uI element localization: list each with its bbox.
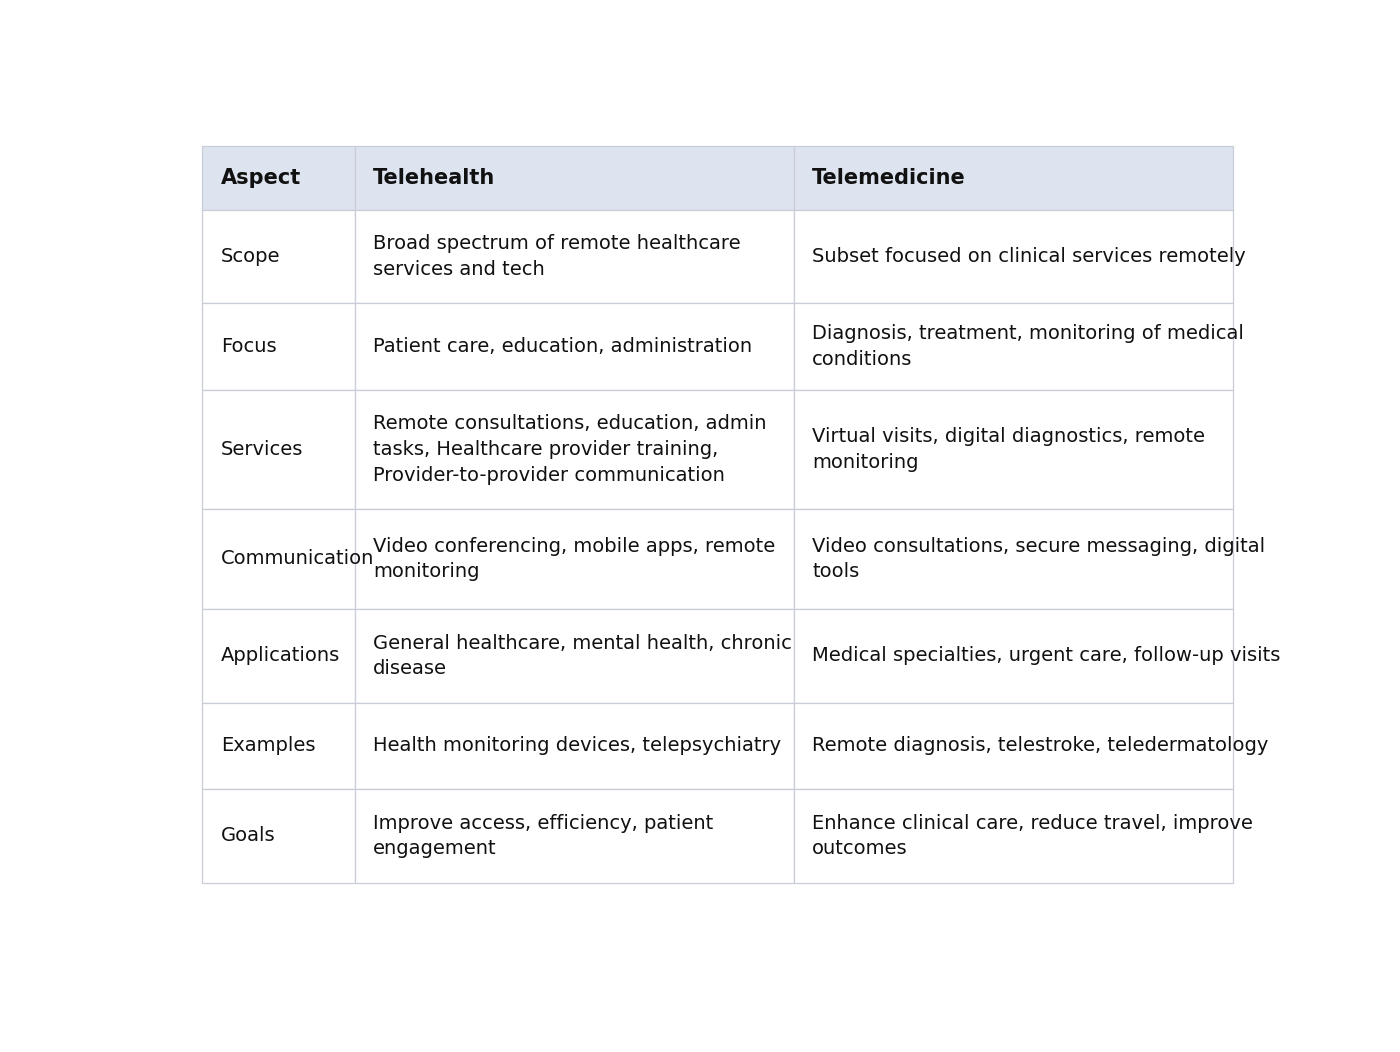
Text: Remote diagnosis, telestroke, teledermatology: Remote diagnosis, telestroke, teledermat… [812,736,1268,755]
Text: Video conferencing, mobile apps, remote
monitoring: Video conferencing, mobile apps, remote … [374,537,776,582]
Bar [202,703,354,789]
Text: Communication: Communication [221,549,374,568]
Bar [202,389,354,509]
Text: Improve access, efficiency, patient
engagement: Improve access, efficiency, patient enga… [374,813,714,858]
Bar [202,303,354,389]
Bar [794,146,1233,209]
Text: Medical specialties, urgent care, follow-up visits: Medical specialties, urgent care, follow… [812,646,1281,666]
Text: Goals: Goals [221,827,276,846]
Bar [354,146,794,209]
Text: Scope: Scope [221,247,280,266]
Bar [354,609,794,703]
Bar [202,146,354,209]
Bar [354,303,794,389]
Bar [354,509,794,609]
Text: Remote consultations, education, admin
tasks, Healthcare provider training,
Prov: Remote consultations, education, admin t… [374,414,767,485]
Text: Telehealth: Telehealth [374,168,496,188]
Text: Video consultations, secure messaging, digital
tools: Video consultations, secure messaging, d… [812,537,1266,582]
Bar [354,789,794,883]
Text: Telemedicine: Telemedicine [812,168,966,188]
Text: General healthcare, mental health, chronic
disease: General healthcare, mental health, chron… [374,633,792,679]
Text: Health monitoring devices, telepsychiatry: Health monitoring devices, telepsychiatr… [374,736,781,755]
Text: Broad spectrum of remote healthcare
services and tech: Broad spectrum of remote healthcare serv… [374,235,741,279]
Bar [794,703,1233,789]
Bar [354,703,794,789]
Bar [794,509,1233,609]
Text: Enhance clinical care, reduce travel, improve
outcomes: Enhance clinical care, reduce travel, im… [812,813,1253,858]
Bar [794,303,1233,389]
Bar [354,209,794,303]
Text: Patient care, education, administration: Patient care, education, administration [374,337,752,356]
Text: Diagnosis, treatment, monitoring of medical
conditions: Diagnosis, treatment, monitoring of medi… [812,324,1245,369]
Bar [202,789,354,883]
Bar [202,609,354,703]
Text: Services: Services [221,440,302,459]
Text: Focus: Focus [221,337,276,356]
Bar [794,209,1233,303]
Bar [202,509,354,609]
Text: Aspect: Aspect [221,168,301,188]
Text: Applications: Applications [221,646,340,666]
Bar [794,389,1233,509]
Text: Subset focused on clinical services remotely: Subset focused on clinical services remo… [812,247,1246,266]
Bar [202,209,354,303]
Bar [794,609,1233,703]
Text: Examples: Examples [221,736,315,755]
Text: Virtual visits, digital diagnostics, remote
monitoring: Virtual visits, digital diagnostics, rem… [812,427,1205,471]
Bar [354,389,794,509]
Bar [794,789,1233,883]
